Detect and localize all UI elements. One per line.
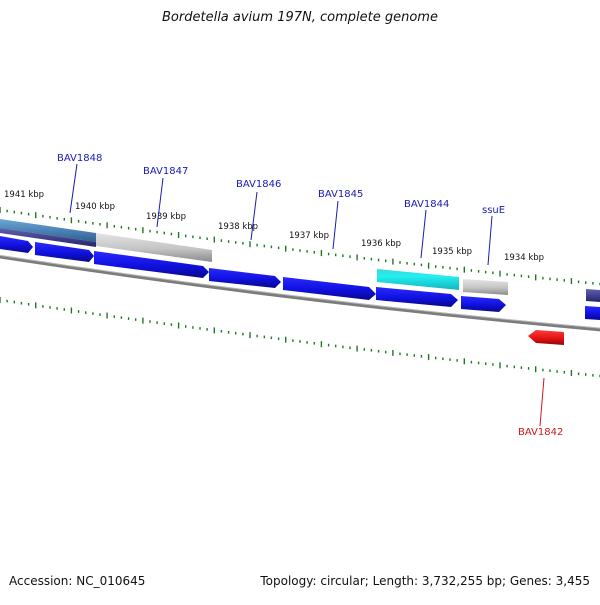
gene-label-bav1848[interactable]: BAV1848 [57,153,102,164]
gene-feature-grey[interactable] [96,233,212,262]
gene-label-bav1847[interactable]: BAV1847 [143,166,188,177]
feature-track-cds [0,236,600,345]
scale-label: 1935 kbp [432,247,472,257]
map-title: Bordetella avium 197N, complete genome [162,10,438,25]
gene-feature-darknavy[interactable] [0,228,96,247]
genome-backbone [0,254,600,332]
cds-arrow[interactable] [585,306,600,320]
scale-label: 1937 kbp [289,231,329,241]
cds-arrow[interactable] [94,251,209,278]
gene-feature-steelblue[interactable] [0,219,96,242]
cds-arrow[interactable] [376,287,458,307]
cds-arrow[interactable] [283,277,376,300]
gene-label-bav1842[interactable]: BAV1842 [518,427,563,438]
scale-label: 1941 kbp [4,190,44,200]
gene-label-bav1845[interactable]: BAV1845 [318,189,363,200]
gene-feature-grey-ssue[interactable] [463,279,508,295]
gene-feature-cyan[interactable] [377,269,459,290]
cds-arrow[interactable] [209,268,281,288]
scale-label: 1938 kbp [218,222,258,232]
cds-arrow[interactable] [461,296,506,312]
scale-label: 1940 kbp [75,202,115,212]
scale-label: 1934 kbp [504,253,544,263]
scale-ticks-upper [0,207,600,286]
gene-feature-darknavy-right[interactable] [586,289,600,302]
gene-label-ssue[interactable]: ssuE [482,205,505,216]
cds-arrow[interactable] [35,242,94,262]
gene-label-bav1844[interactable]: BAV1844 [404,199,449,210]
scale-label: 1936 kbp [361,239,401,249]
feature-track-upper [0,219,600,302]
cds-arrow[interactable] [0,236,33,253]
genome-summary-text: Topology: circular; Length: 3,732,255 bp… [260,574,590,588]
scale-label: 1939 kbp [146,212,186,222]
gene-feature-red[interactable] [528,330,564,345]
scale-labels: 1941 kbp 1940 kbp 1939 kbp 1938 kbp 1937… [4,190,544,263]
gene-label-bav1846[interactable]: BAV1846 [236,179,281,190]
gene-labels: BAV1848 BAV1847 BAV1846 BAV1845 BAV1844 … [57,153,563,438]
accession-text: Accession: NC_010645 [9,574,146,588]
gene-label-leaders [69,163,545,427]
scale-ticks-lower [0,297,600,378]
